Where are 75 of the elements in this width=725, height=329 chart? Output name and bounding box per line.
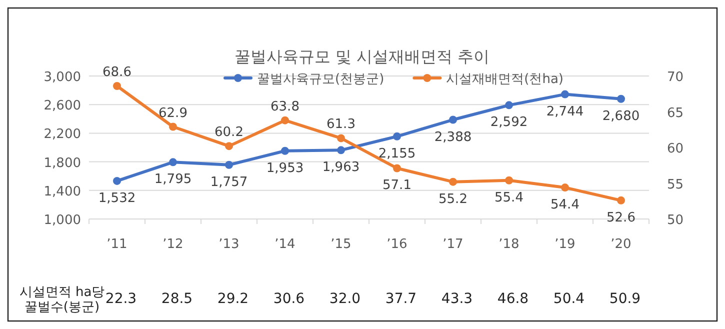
data-label: 1,963	[322, 160, 360, 176]
point	[281, 116, 289, 124]
text: 22.3	[105, 291, 137, 307]
x-tick-label: ’14	[274, 237, 296, 252]
y2-tick-label: 60	[667, 142, 684, 156]
data-label: 61.3	[326, 117, 356, 132]
data-label: 52.6	[606, 210, 636, 226]
point	[225, 142, 233, 150]
text: 32.0	[329, 291, 361, 307]
point	[617, 196, 625, 204]
text: 50.4	[553, 291, 585, 307]
y-tick-label: 3,000	[44, 70, 81, 85]
text: 50.9	[609, 291, 641, 307]
x-tick-label: ’17	[442, 237, 464, 252]
point	[281, 146, 289, 155]
data-label: 57.1	[382, 178, 412, 194]
point	[393, 132, 401, 140]
data-label: 68.6	[102, 65, 132, 80]
data-label: 2,388	[434, 130, 472, 145]
text: 28.5	[161, 291, 193, 307]
data-label: 62.9	[158, 106, 188, 121]
point	[505, 176, 513, 184]
y-tick-label: 2,600	[44, 98, 81, 114]
point	[505, 101, 513, 110]
data-label: 2,744	[546, 104, 584, 120]
legend-label: 시설재배면적(천ha)	[446, 72, 564, 87]
point	[561, 90, 569, 98]
data-label: 2,680	[602, 108, 640, 124]
data-label: 2,155	[378, 146, 416, 162]
y2-tick-label: 50	[667, 213, 684, 228]
point	[449, 178, 457, 186]
chart-title: 꿀벌사육규모 및 시설재배면적 추이	[234, 47, 490, 66]
y2-tick-label: 70	[667, 70, 684, 85]
point	[337, 134, 345, 142]
x-tick-label: ’16	[386, 237, 408, 252]
y2-tick-label: 65	[667, 106, 684, 121]
data-label: 63.8	[270, 99, 300, 114]
x-tick-label: ’15	[330, 237, 352, 252]
text: 30.6	[273, 291, 305, 307]
point	[393, 164, 401, 172]
x-tick-label: ’13	[218, 237, 240, 252]
y-tick-label: 1,000	[44, 213, 81, 228]
point	[169, 158, 177, 166]
point	[169, 122, 177, 131]
x-tick-label: ’11	[106, 237, 128, 252]
y2-tick-label: 55	[667, 177, 684, 192]
text: 43.3	[441, 291, 473, 307]
data-label: 1,953	[266, 160, 304, 176]
text: 시설면적 ha당 꿀벌수(봉군)	[19, 285, 105, 315]
point	[337, 146, 345, 154]
data-label: 55.2	[438, 192, 468, 207]
y-tick-label: 1,400	[44, 184, 81, 200]
point	[113, 82, 121, 90]
text: 29.2	[217, 291, 249, 307]
point	[449, 116, 457, 124]
text: 37.7	[385, 291, 417, 307]
y-tick-label: 1,800	[44, 156, 81, 171]
legend-label: 꿀벌사육규모(천봉군)	[257, 72, 384, 87]
data-label: 2,592	[490, 115, 528, 130]
data-label: 55.4	[494, 190, 524, 206]
data-label: 54.4	[550, 198, 580, 213]
point	[561, 184, 569, 192]
x-tick-label: ’19	[554, 237, 576, 252]
point	[617, 94, 625, 103]
data-label: 60.2	[214, 125, 244, 140]
data-label: 1,757	[210, 174, 248, 190]
x-tick-label: ’12	[162, 237, 184, 252]
point	[225, 160, 233, 169]
x-tick-label: ’18	[498, 237, 520, 252]
text: 46.8	[497, 291, 529, 307]
data-label: 1,532	[98, 190, 136, 206]
data-label: 1,795	[154, 172, 192, 188]
point	[113, 176, 121, 185]
y-tick-label: 2,200	[44, 127, 81, 142]
x-tick-label: ’20	[610, 237, 632, 252]
